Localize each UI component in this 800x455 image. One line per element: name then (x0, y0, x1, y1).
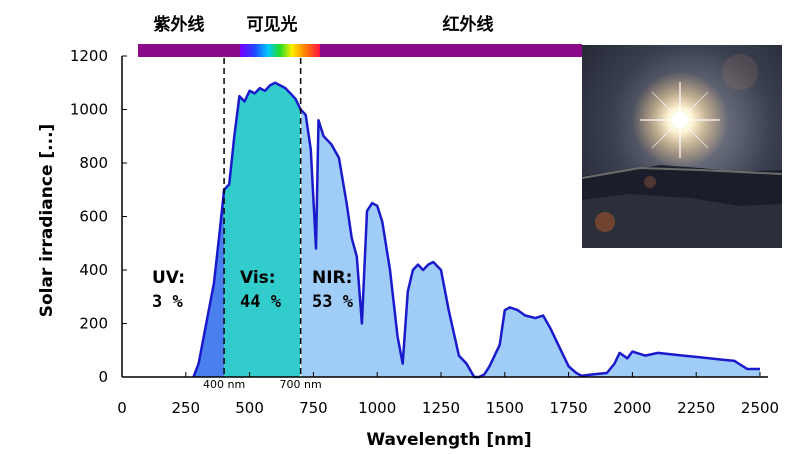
x-tick-label: 750 (299, 399, 328, 417)
x-tick-label: 2250 (677, 399, 715, 417)
region-name-vis: Vis: (240, 268, 276, 288)
x-tick-label: 0 (117, 399, 127, 417)
annotations: 400 nm 700 nm UV: 3 % Vis: 44 % NIR: 53 % (152, 58, 354, 391)
band-label-ir: 红外线 (443, 14, 494, 35)
region-percent-uv: 3 % (152, 292, 183, 312)
y-tick-label: 200 (79, 315, 108, 333)
axes: 0 250 500 750 1000 1250 1500 1750 2000 2250 2500 0 2… (37, 47, 779, 450)
y-tick-label: 800 (79, 154, 108, 172)
y-tick-label: 1000 (70, 101, 108, 119)
x-axis-title: Wavelength [nm] (366, 430, 531, 450)
sun-photo (581, 45, 783, 248)
region-percent-vis: 44 % (240, 292, 282, 312)
area-uv (193, 189, 225, 377)
x-tick-label: 1250 (422, 399, 460, 417)
spectrum-outline (192, 81, 760, 379)
spectrum-band: 紫外线 可见光 红外线 (138, 14, 582, 57)
x-tick-label: 500 (235, 399, 264, 417)
x-tick-label: 2500 (741, 399, 779, 417)
visible-rainbow (240, 44, 320, 57)
boundary-label-400: 400 nm (203, 378, 245, 391)
spectrum-area (192, 81, 760, 379)
y-tick-label: 400 (79, 261, 108, 279)
y-axis-title: Solar irradiance [...] (37, 124, 57, 318)
band-bar (138, 44, 582, 57)
x-tick-label: 1500 (486, 399, 524, 417)
region-name-nir: NIR: (312, 268, 352, 288)
band-label-uv: 紫外线 (154, 14, 205, 35)
x-tick-label: 1000 (358, 399, 396, 417)
boundary-label-700: 700 nm (280, 378, 322, 391)
y-tick-label: 600 (79, 208, 108, 226)
x-tick-label: 250 (171, 399, 200, 417)
region-percent-nir: 53 % (312, 292, 354, 312)
y-tick-label: 0 (98, 368, 108, 386)
x-tick-label: 1750 (550, 399, 588, 417)
area-nir (300, 109, 760, 377)
x-tick-label: 2000 (613, 399, 651, 417)
band-label-visible: 可见光 (247, 14, 298, 35)
y-tick-label: 1200 (70, 47, 108, 65)
area-vis (224, 82, 301, 377)
region-name-uv: UV: (152, 268, 185, 288)
